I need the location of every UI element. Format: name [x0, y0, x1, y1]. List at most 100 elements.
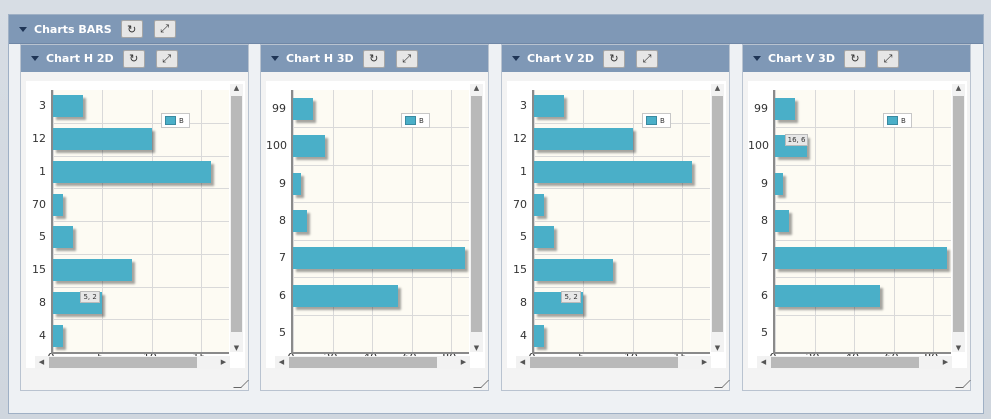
category-label: 4 [520, 328, 527, 342]
scroll-down-icon[interactable]: ▼ [473, 344, 480, 352]
expand-button[interactable]: ⤢ [876, 49, 899, 68]
vertical-scrollbar[interactable]: ▲ ▼ [952, 84, 965, 352]
scroll-up-icon[interactable]: ▲ [714, 84, 721, 92]
refresh-icon: ↻ [129, 52, 139, 65]
scroll-thumb[interactable] [471, 96, 482, 332]
chart-area: 020406080991009876516, 6B▲▼◀▶ [748, 81, 967, 369]
collapse-caret-icon[interactable] [19, 26, 27, 32]
bar[interactable] [534, 160, 693, 183]
bar[interactable] [534, 324, 544, 347]
bar[interactable] [53, 193, 63, 216]
legend: B [161, 113, 190, 128]
scroll-thumb[interactable] [231, 96, 242, 332]
bar[interactable] [293, 284, 398, 307]
horizontal-scrollbar[interactable]: ◀ ▶ [275, 356, 470, 369]
resize-grip-icon[interactable] [473, 380, 489, 388]
bar[interactable] [53, 128, 152, 151]
horizontal-scrollbar[interactable]: ◀ ▶ [757, 356, 952, 369]
category-label: 100 [748, 139, 769, 153]
bar[interactable] [53, 226, 73, 249]
expand-icon: ⤢ [402, 51, 412, 65]
gridline [53, 253, 229, 255]
refresh-button[interactable]: ↻ [120, 20, 143, 38]
gridline [293, 127, 469, 129]
bar[interactable] [775, 284, 880, 307]
panel-header: Chart V 2D ↻ ⤢ [502, 45, 729, 72]
bar[interactable] [775, 210, 789, 232]
category-label: 9 [279, 176, 286, 190]
legend: B [642, 113, 671, 128]
refresh-button[interactable]: ↻ [362, 49, 385, 68]
scroll-left-icon[interactable]: ◀ [519, 358, 526, 366]
scroll-right-icon[interactable]: ▶ [220, 358, 227, 366]
collapse-caret-icon[interactable] [512, 56, 520, 61]
bar[interactable] [53, 259, 133, 282]
gridline [534, 188, 710, 190]
refresh-button[interactable]: ↻ [843, 49, 866, 68]
resize-grip-icon[interactable] [714, 380, 730, 388]
bar[interactable] [293, 135, 325, 158]
category-label: 5 [279, 326, 286, 340]
gridline [534, 286, 710, 288]
bar[interactable] [534, 226, 554, 249]
bar[interactable] [53, 95, 83, 118]
scroll-down-icon[interactable]: ▼ [955, 344, 962, 352]
bar[interactable] [53, 160, 212, 183]
scroll-left-icon[interactable]: ◀ [760, 358, 767, 366]
scroll-thumb[interactable] [530, 357, 678, 368]
scroll-thumb[interactable] [289, 357, 437, 368]
chart-panel: Chart V 2D↻⤢051015312170515845, 2B▲▼◀▶ [501, 44, 730, 391]
collapse-caret-icon[interactable] [271, 56, 279, 61]
scroll-right-icon[interactable]: ▶ [942, 358, 949, 366]
horizontal-scrollbar[interactable]: ◀ ▶ [516, 356, 711, 369]
bar[interactable] [534, 193, 544, 216]
resize-grip-icon[interactable] [233, 380, 249, 388]
scroll-up-icon[interactable]: ▲ [473, 84, 480, 92]
refresh-button[interactable]: ↻ [122, 49, 145, 68]
expand-button[interactable]: ⤢ [635, 49, 658, 68]
category-label: 8 [279, 214, 286, 227]
expand-button[interactable]: ⤢ [155, 49, 178, 68]
scroll-right-icon[interactable]: ▶ [701, 358, 708, 366]
scroll-right-icon[interactable]: ▶ [460, 358, 467, 366]
category-label: 70 [513, 197, 527, 211]
bar[interactable] [293, 97, 313, 120]
vertical-scrollbar[interactable]: ▲ ▼ [711, 84, 724, 352]
bar[interactable] [534, 128, 633, 151]
scroll-down-icon[interactable]: ▼ [233, 344, 240, 352]
collapse-caret-icon[interactable] [753, 56, 761, 61]
expand-button[interactable]: ⤢ [153, 20, 176, 38]
scroll-thumb[interactable] [953, 96, 964, 332]
chart-panel: Chart H 2D↻⤢051015312170515845, 2B▲▼◀▶ [20, 44, 249, 391]
scroll-left-icon[interactable]: ◀ [278, 358, 285, 366]
category-label: 8 [520, 295, 527, 309]
bar[interactable] [293, 172, 301, 195]
tooltip: 5, 2 [561, 290, 581, 303]
collapse-caret-icon[interactable] [31, 56, 39, 61]
expand-button[interactable]: ⤢ [395, 49, 418, 68]
bar[interactable] [534, 259, 614, 282]
refresh-button[interactable]: ↻ [602, 49, 625, 68]
bar[interactable] [53, 324, 63, 347]
vertical-scrollbar[interactable]: ▲ ▼ [470, 84, 483, 352]
resize-grip-icon[interactable] [955, 380, 971, 388]
bar[interactable] [534, 95, 564, 118]
scroll-down-icon[interactable]: ▼ [714, 344, 721, 352]
bar[interactable] [775, 247, 948, 270]
scroll-thumb[interactable] [771, 357, 919, 368]
scroll-thumb[interactable] [712, 96, 723, 332]
panel-title: Chart H 2D [46, 52, 114, 65]
bar[interactable] [293, 210, 307, 232]
bar[interactable] [775, 172, 783, 195]
scroll-left-icon[interactable]: ◀ [38, 358, 45, 366]
scroll-up-icon[interactable]: ▲ [955, 84, 962, 92]
bar[interactable] [293, 247, 466, 270]
gridline [775, 202, 951, 204]
scroll-thumb[interactable] [49, 357, 197, 368]
bar[interactable] [775, 97, 795, 120]
chart-area: 051015312170515845, 2B▲▼◀▶ [26, 81, 245, 369]
vertical-scrollbar[interactable]: ▲ ▼ [230, 84, 243, 352]
horizontal-scrollbar[interactable]: ◀ ▶ [35, 356, 230, 369]
scroll-up-icon[interactable]: ▲ [233, 84, 240, 92]
charts-bars-header: Charts BARS ↻ ⤢ [9, 15, 983, 44]
